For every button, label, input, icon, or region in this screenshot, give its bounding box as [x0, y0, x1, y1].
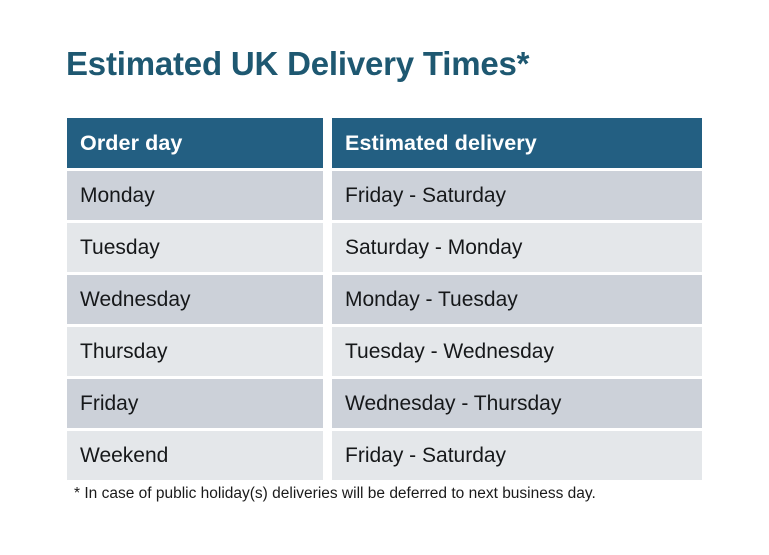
table-row: Thursday Tuesday - Wednesday	[67, 327, 702, 376]
cell-estimated-delivery: Wednesday - Thursday	[332, 379, 702, 428]
cell-estimated-delivery: Friday - Saturday	[332, 171, 702, 220]
table-row: Monday Friday - Saturday	[67, 171, 702, 220]
column-header-estimated-delivery: Estimated delivery	[332, 118, 702, 168]
table-row: Wednesday Monday - Tuesday	[67, 275, 702, 324]
column-header-order-day: Order day	[67, 118, 323, 168]
cell-order-day: Tuesday	[67, 223, 323, 272]
cell-estimated-delivery: Monday - Tuesday	[332, 275, 702, 324]
table-row: Weekend Friday - Saturday	[67, 431, 702, 480]
cell-estimated-delivery: Saturday - Monday	[332, 223, 702, 272]
cell-order-day: Friday	[67, 379, 323, 428]
footnote-text: * In case of public holiday(s) deliverie…	[74, 485, 596, 502]
cell-order-day: Thursday	[67, 327, 323, 376]
table-header-row: Order day Estimated delivery	[67, 118, 702, 168]
delivery-times-table: Order day Estimated delivery Monday Frid…	[67, 118, 702, 483]
table-row: Friday Wednesday - Thursday	[67, 379, 702, 428]
cell-order-day: Monday	[67, 171, 323, 220]
page-title: Estimated UK Delivery Times*	[66, 45, 530, 82]
cell-estimated-delivery: Friday - Saturday	[332, 431, 702, 480]
cell-order-day: Weekend	[67, 431, 323, 480]
cell-order-day: Wednesday	[67, 275, 323, 324]
cell-estimated-delivery: Tuesday - Wednesday	[332, 327, 702, 376]
table-row: Tuesday Saturday - Monday	[67, 223, 702, 272]
